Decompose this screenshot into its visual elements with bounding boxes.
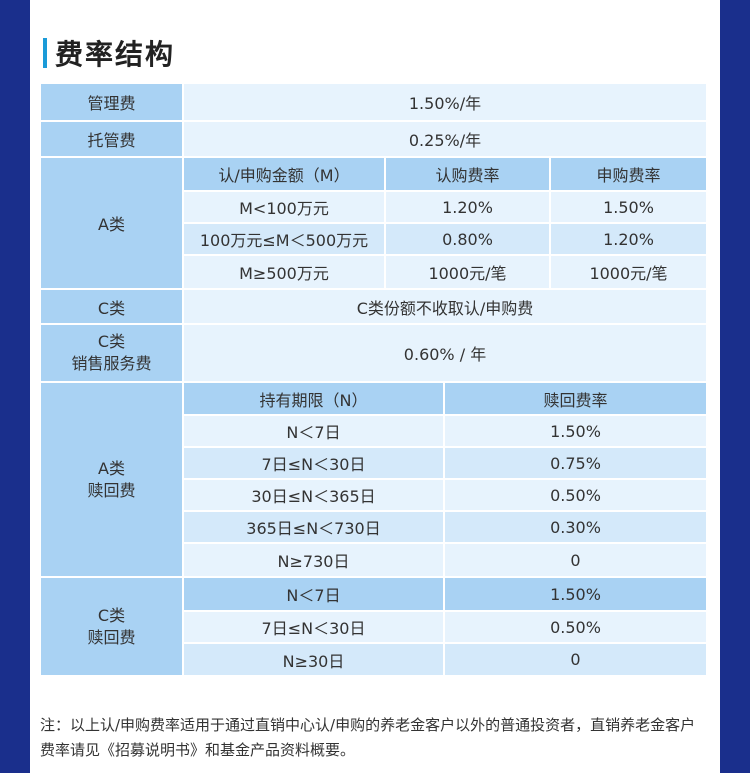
cell-purchase-rate: 1.20% xyxy=(549,222,706,255)
header-subscribe-rate: 认购费率 xyxy=(384,158,550,191)
heading-accent-bar xyxy=(43,38,47,68)
cell-redemption-rate: 1.50% xyxy=(443,414,706,447)
label-line: 销售服务费 xyxy=(71,354,152,373)
row-c-redemption: C类 赎回费 N＜7日 1.50% 7日≤N＜30日 0.50% N≥30日 xyxy=(41,578,706,675)
table-row: N≥730日 0 xyxy=(184,542,706,576)
label-class-c: C类 xyxy=(41,290,182,323)
cell-holding-period: 7日≤N＜30日 xyxy=(184,446,444,479)
cell-holding-period: N≥30日 xyxy=(184,642,444,675)
row-class-a-purchase: A类 认/申购金额（M） 认购费率 申购费率 M<100万元 1.20% 1.5… xyxy=(41,158,706,288)
cell-amount: 100万元≤M＜500万元 xyxy=(184,222,385,255)
cell-redemption-rate: 0.30% xyxy=(443,510,706,543)
header-amount: 认/申购金额（M） xyxy=(184,158,385,191)
c-redemption-subtable: N＜7日 1.50% 7日≤N＜30日 0.50% N≥30日 0 xyxy=(184,578,706,675)
value-class-c: C类份额不收取认/申购费 xyxy=(184,290,706,323)
cell-subscribe-rate: 1000元/笔 xyxy=(384,254,550,288)
table-row: 30日≤N＜365日 0.50% xyxy=(184,478,706,511)
a-redemption-header: 持有期限（N） 赎回费率 xyxy=(184,383,706,415)
cell-redemption-rate: 0.50% xyxy=(443,478,706,511)
cell-holding-period: N＜7日 xyxy=(184,578,444,611)
label-line: C类 xyxy=(97,332,126,351)
cell-amount: M≥500万元 xyxy=(184,254,385,288)
cell-holding-period: N≥730日 xyxy=(184,542,444,576)
cell-holding-period: 30日≤N＜365日 xyxy=(184,478,444,511)
label-line: 赎回费 xyxy=(87,627,136,647)
heading-title: 费率结构 xyxy=(55,38,176,71)
cell-purchase-rate: 1000元/笔 xyxy=(549,254,706,288)
label-custody-fee: 托管费 xyxy=(41,122,182,156)
table-row: M≥500万元 1000元/笔 1000元/笔 xyxy=(184,254,706,288)
row-management-fee: 管理费 1.50%/年 xyxy=(41,84,706,120)
table-row: M<100万元 1.20% 1.50% xyxy=(184,190,706,223)
header-redemption-rate: 赎回费率 xyxy=(443,383,706,415)
value-management-fee: 1.50%/年 xyxy=(184,84,706,120)
table-row: 365日≤N＜730日 0.30% xyxy=(184,510,706,543)
section-heading: 费率结构 xyxy=(43,35,175,71)
cell-redemption-rate: 1.50% xyxy=(443,578,706,611)
table-row: 100万元≤M＜500万元 0.80% 1.20% xyxy=(184,222,706,255)
cell-redemption-rate: 0 xyxy=(443,642,706,675)
label-c-redemption: C类 赎回费 xyxy=(41,578,182,675)
label-line: A类 xyxy=(98,458,125,478)
cell-purchase-rate: 1.50% xyxy=(549,190,706,223)
cell-amount: M<100万元 xyxy=(184,190,385,223)
left-border xyxy=(0,0,30,773)
label-class-c-service-fee: C类 销售服务费 xyxy=(41,325,182,381)
label-a-redemption: A类 赎回费 xyxy=(41,383,182,576)
table-row: N≥30日 0 xyxy=(184,642,706,675)
table-row: 7日≤N＜30日 0.50% xyxy=(184,610,706,643)
header-holding-period: 持有期限（N） xyxy=(184,383,444,415)
cell-holding-period: 7日≤N＜30日 xyxy=(184,610,444,643)
header-purchase-rate: 申购费率 xyxy=(549,158,706,191)
value-class-c-service-fee: 0.60% / 年 xyxy=(184,325,706,381)
value-custody-fee: 0.25%/年 xyxy=(184,122,706,156)
fee-table: 管理费 1.50%/年 托管费 0.25%/年 A类 认/申购金额（M） 认购费… xyxy=(39,82,708,677)
row-a-redemption: A类 赎回费 持有期限（N） 赎回费率 N＜7日 1.50% 7日≤N＜30日 xyxy=(41,383,706,576)
class-a-subtable: 认/申购金额（M） 认购费率 申购费率 M<100万元 1.20% 1.50% … xyxy=(184,158,706,288)
table-row: N＜7日 1.50% xyxy=(184,578,706,611)
cell-subscribe-rate: 0.80% xyxy=(384,222,550,255)
row-custody-fee: 托管费 0.25%/年 xyxy=(41,122,706,156)
cell-holding-period: N＜7日 xyxy=(184,414,444,447)
cell-redemption-rate: 0.75% xyxy=(443,446,706,479)
cell-holding-period: 365日≤N＜730日 xyxy=(184,510,444,543)
cell-redemption-rate: 0 xyxy=(443,542,706,576)
label-line: C类 xyxy=(97,605,126,625)
right-border xyxy=(720,0,750,773)
footnote: 注：以上认/申购费率适用于通过直销中心认/申购的养老金客户以外的普通投资者，直销… xyxy=(40,716,696,759)
table-row: 7日≤N＜30日 0.75% xyxy=(184,446,706,479)
row-class-c: C类 C类份额不收取认/申购费 xyxy=(41,290,706,323)
cell-redemption-rate: 0.50% xyxy=(443,610,706,643)
label-management-fee: 管理费 xyxy=(41,84,182,120)
class-a-header: 认/申购金额（M） 认购费率 申购费率 xyxy=(184,158,706,191)
a-redemption-subtable: 持有期限（N） 赎回费率 N＜7日 1.50% 7日≤N＜30日 0.75% 3… xyxy=(184,383,706,576)
row-class-c-service-fee: C类 销售服务费 0.60% / 年 xyxy=(41,325,706,381)
table-row: N＜7日 1.50% xyxy=(184,414,706,447)
label-class-a: A类 xyxy=(41,158,182,288)
cell-subscribe-rate: 1.20% xyxy=(384,190,550,223)
label-line: 赎回费 xyxy=(87,480,136,500)
